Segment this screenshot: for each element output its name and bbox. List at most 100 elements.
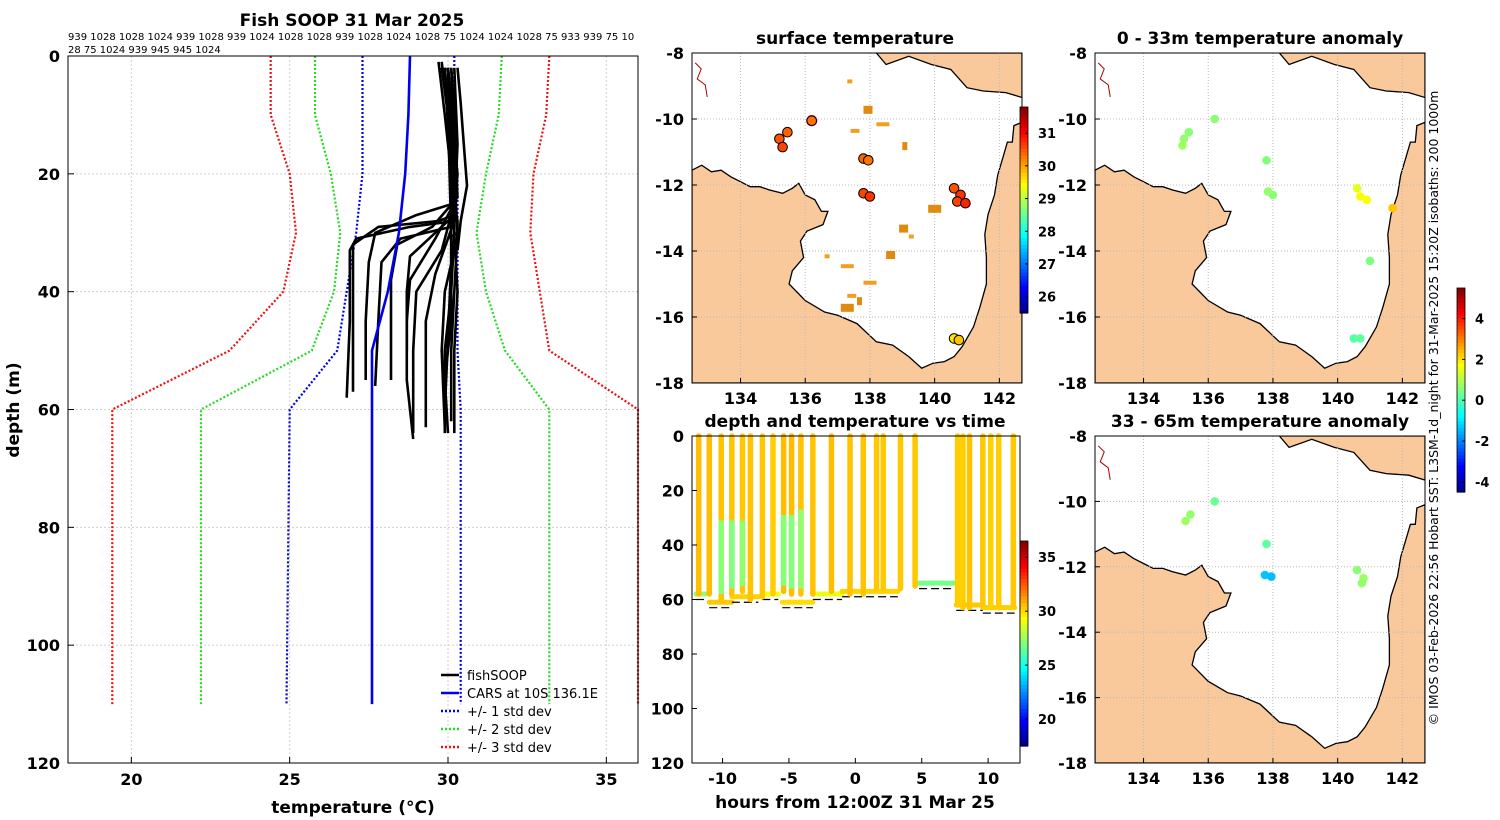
map-lon-tick-label: 136 xyxy=(1192,389,1225,408)
map-content xyxy=(1095,53,1425,383)
colorbar-band xyxy=(1457,413,1465,418)
colorbar-band xyxy=(1457,410,1465,415)
colorbar-band xyxy=(1020,684,1028,689)
map-data-point xyxy=(1357,578,1367,588)
x-tick-label: 35 xyxy=(595,770,617,789)
time-x-tick-label: -10 xyxy=(708,769,737,788)
colorbar-band xyxy=(1020,120,1028,125)
colorbar-band xyxy=(1020,554,1028,559)
colorbar-band xyxy=(1020,582,1028,587)
colorbar-tick-label: 35 xyxy=(1038,551,1056,566)
map-lat-tick-label: -18 xyxy=(1058,754,1087,773)
map-lat-tick-label: -8 xyxy=(666,44,684,63)
colorbar-band xyxy=(1457,430,1465,435)
colorbar-band xyxy=(1020,234,1028,239)
time-x-tick-label: 5 xyxy=(916,769,927,788)
time-panel-title: depth and temperature vs time xyxy=(705,412,1006,432)
colorbar-band xyxy=(1020,564,1028,569)
anomaly-colorbar: -4 -2 0 2 4 xyxy=(1456,287,1489,493)
map-lon-tick-label: 138 xyxy=(853,389,886,408)
colorbar-band xyxy=(1020,254,1028,259)
profile-title: Fish SOOP 31 Mar 2025 xyxy=(240,11,465,31)
colorbar-tick-label: 30 xyxy=(1038,160,1056,175)
map-lat-tick-label: -16 xyxy=(1058,689,1087,708)
profile-ticks: 20 25 30 35 0 20 40 60 80 100 120 xyxy=(27,47,618,789)
map-data-point xyxy=(1267,572,1276,581)
colorbar-band xyxy=(1457,335,1465,340)
map-data-point xyxy=(863,155,874,166)
colorbar-band xyxy=(1020,585,1028,590)
colorbar-tick-label: 20 xyxy=(1038,713,1056,728)
colorbar-band xyxy=(1020,275,1028,280)
colorbar-band xyxy=(1020,282,1028,287)
time-y-tick-label: 80 xyxy=(662,645,684,664)
colorbar-tick-label: 29 xyxy=(1038,193,1056,208)
colorbar-band xyxy=(1457,420,1465,425)
sst-satellite-patch xyxy=(863,280,877,285)
map-lat-tick-label: -12 xyxy=(1058,176,1087,195)
colorbar-band xyxy=(1020,124,1028,129)
colorbar-band xyxy=(1020,728,1028,733)
colorbar-band xyxy=(1020,691,1028,696)
map-lon-tick-label: 142 xyxy=(983,389,1016,408)
std3-left-line xyxy=(111,56,298,705)
colorbar-band xyxy=(1020,271,1028,276)
map-data-point xyxy=(1186,510,1195,519)
colorbar-band xyxy=(1020,185,1028,190)
profile-id-line-1: 939 1028 1028 1024 939 1028 939 1024 102… xyxy=(68,32,634,43)
colorbar-band xyxy=(1020,602,1028,607)
map-lat-tick-label: -16 xyxy=(655,308,684,327)
map-data-point xyxy=(1352,184,1362,193)
colorbar-band xyxy=(1020,735,1028,740)
legend-label-std2: +/- 2 std dev xyxy=(467,723,552,738)
map-lat-tick-label: -10 xyxy=(655,110,684,129)
map-lat-tick-label: -14 xyxy=(1058,623,1087,642)
profile-lines xyxy=(111,55,640,705)
colorbar-tick-label: 2 xyxy=(1475,353,1484,368)
colorbar-band xyxy=(1020,595,1028,600)
colorbar-band xyxy=(1020,113,1028,118)
colorbar-band xyxy=(1020,251,1028,256)
map-data-point xyxy=(1179,134,1189,144)
fish-profile-line-14 xyxy=(440,67,456,428)
profile-id-line-2: 28 75 1024 939 945 945 1024 xyxy=(68,45,221,56)
colorbar-band xyxy=(1020,302,1028,307)
map-frame xyxy=(1094,435,1426,764)
colorbar-band xyxy=(1020,653,1028,658)
profile-ylabel: depth (m) xyxy=(4,362,24,457)
australia-coast xyxy=(1095,121,1425,383)
map-data-point xyxy=(1181,516,1190,526)
colorbar-band xyxy=(1457,427,1465,432)
colorbar-band xyxy=(1020,210,1028,215)
colorbar-band xyxy=(1020,278,1028,283)
map-data-point xyxy=(1262,539,1271,549)
colorbar-band xyxy=(1020,725,1028,730)
colorbar-band xyxy=(1020,127,1028,132)
colorbar-band xyxy=(1457,424,1465,428)
colorbar-band xyxy=(1457,339,1465,343)
colorbar-band xyxy=(1457,464,1465,469)
colorbar-band xyxy=(1020,612,1028,617)
colorbar-band xyxy=(1020,623,1028,628)
colorbar-band xyxy=(1457,325,1465,330)
colorbar-band xyxy=(1457,396,1465,401)
sst-satellite-patch xyxy=(863,105,873,114)
colorbar-band xyxy=(1020,299,1028,304)
colorbar-band xyxy=(1020,175,1028,180)
colorbar-band xyxy=(1020,616,1028,621)
map-lat-tick-label: -12 xyxy=(1058,558,1087,577)
colorbar-band xyxy=(1020,568,1028,573)
colorbar-band xyxy=(1457,481,1465,486)
map-lon-tick-label: 134 xyxy=(724,389,757,408)
colorbar-band xyxy=(1457,468,1465,473)
colorbar-band xyxy=(1457,488,1465,493)
y-tick-label: 20 xyxy=(38,165,60,184)
depth-time-panel: depth and temperature vs time hours from… xyxy=(651,412,1021,813)
anomaly-0-33m-map: 0 - 33m temperature anomaly -8 -10 -12 -14 -… xyxy=(1058,29,1426,408)
colorbar-band xyxy=(1457,301,1465,306)
colorbar-band xyxy=(1457,332,1465,337)
colorbar-band xyxy=(1020,189,1028,194)
sst-colorbar: 26 27 28 29 30 31 xyxy=(1019,106,1056,314)
map-data-point xyxy=(806,115,818,126)
